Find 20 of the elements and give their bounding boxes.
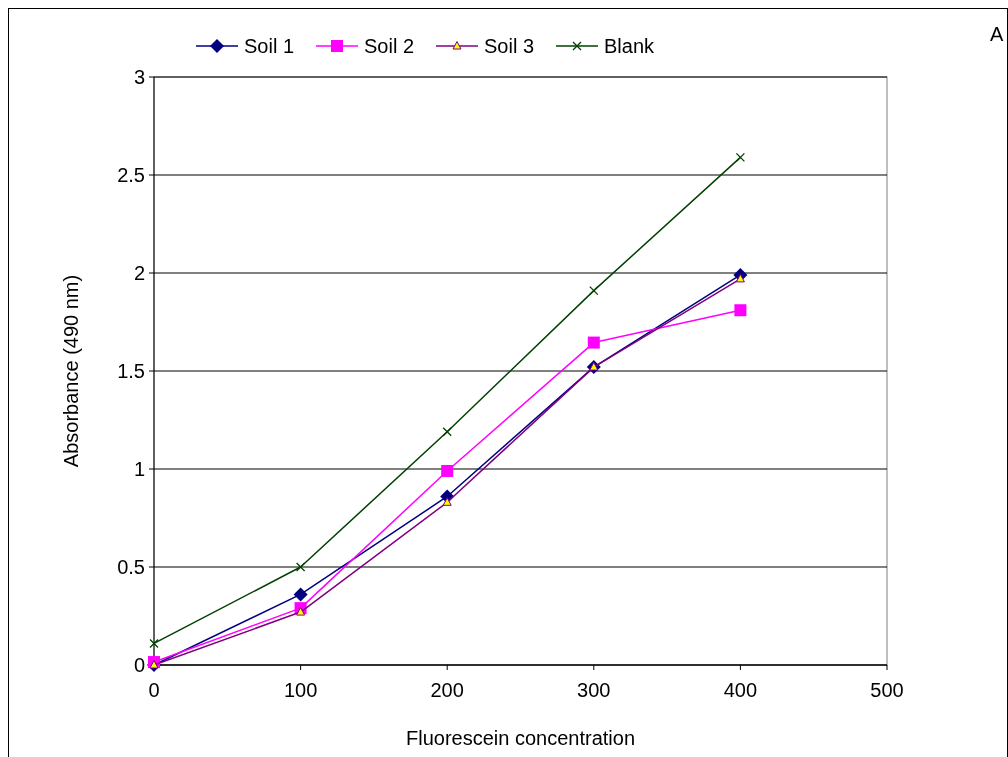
x-tick-label: 500 [870,679,904,701]
y-tick-label: 2 [133,262,145,284]
y-tick-label: 0 [133,654,145,676]
legend-label: Soil 3 [484,35,535,57]
x-tick-label: 0 [148,679,160,701]
text: A [990,23,1004,45]
x-tick-label: 300 [577,679,611,701]
y-tick-label: 3 [133,66,145,88]
y-tick-label: 2.5 [117,164,145,186]
x-tick-label: 400 [723,679,758,701]
x-axis-title: Fluorescein concentration [405,727,636,749]
x-tick-label: 200 [430,679,464,701]
x-tick-label: 100 [283,679,318,701]
legend-label: Soil 2 [364,35,415,57]
y-tick-label: 0.5 [117,556,145,578]
legend-label: Soil 1 [244,35,295,57]
y-tick-label: 1.5 [117,360,145,382]
y-axis-title: Absorbance (490 nm) [60,274,82,468]
y-tick-label: 1 [133,458,145,480]
legend-label: Blank [604,35,656,57]
